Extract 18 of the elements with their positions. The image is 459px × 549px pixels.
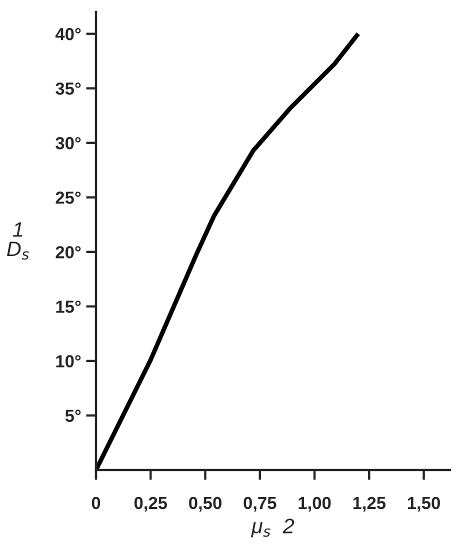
x-tick-label: 1,00 — [298, 496, 331, 512]
y-tick-label: 35° — [56, 82, 81, 95]
x-tick-label: 0,75 — [244, 496, 276, 512]
x-axis-title: μ$_{s}$ 2 — [251, 518, 294, 538]
y-tick-label: 25° — [56, 192, 81, 204]
y-tick-label: 5° — [65, 410, 81, 422]
y-tick-label: 20° — [56, 246, 81, 258]
x-tick-label: 1,25 — [353, 496, 386, 512]
y-tick-label: 40° — [55, 28, 81, 40]
y-tick-label: 30° — [56, 137, 81, 150]
y-tick-label: 15° — [56, 300, 81, 313]
y-axis-title: 1 D$_{s}$ — [6, 222, 29, 260]
x-tick-label: 0 — [92, 496, 100, 510]
x-tick-label: 0,25 — [134, 496, 168, 512]
line-series — [96, 32, 360, 470]
y-tick-label: 10° — [56, 355, 81, 368]
x-tick-label: 0,50 — [189, 496, 222, 512]
x-tick-label: 1,50 — [408, 496, 440, 512]
